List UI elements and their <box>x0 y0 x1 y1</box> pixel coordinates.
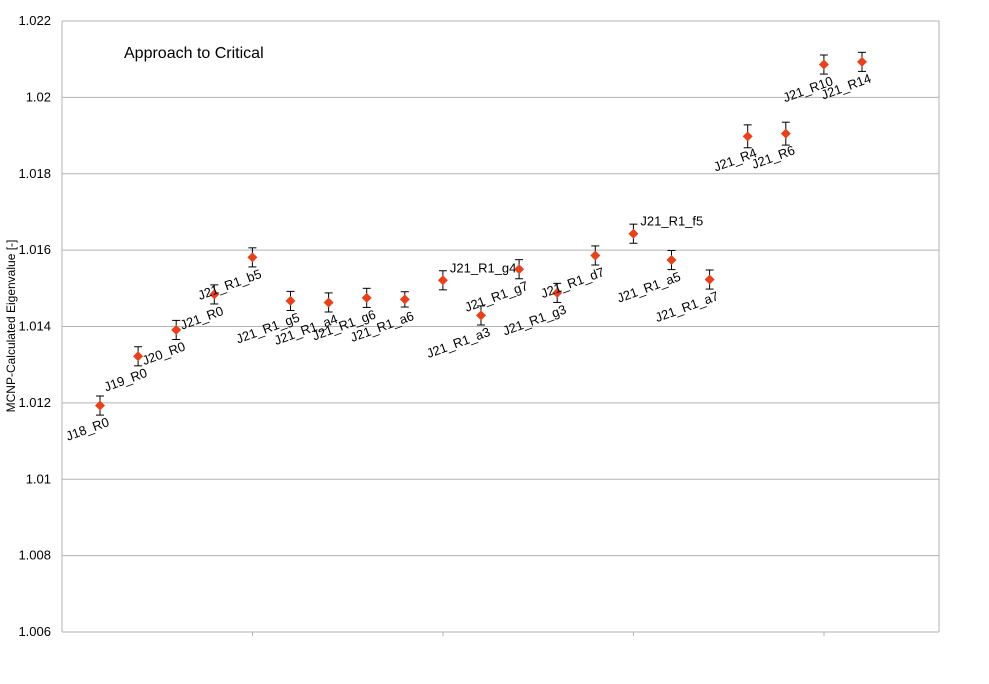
point-label: J20_R0 <box>140 339 187 368</box>
y-tick-label: 1.01 <box>26 471 51 486</box>
y-axis-label: MCNP-Calculated Eigenvalue [-] <box>4 240 18 413</box>
point-marker <box>247 252 258 263</box>
grid-layer <box>62 20 939 633</box>
point-marker <box>323 297 334 308</box>
data-point: J21_R1_g4 <box>437 260 517 291</box>
point-marker <box>780 128 791 139</box>
data-point: J21_R6 <box>750 121 797 172</box>
point-label: J19_R0 <box>102 365 149 394</box>
point-marker <box>209 289 220 300</box>
y-tick-label: 1.022 <box>18 13 51 28</box>
point-marker <box>437 275 448 286</box>
data-point: J21_R1_a5 <box>615 250 683 306</box>
point-marker <box>704 274 715 285</box>
y-tick-label: 1.014 <box>18 319 51 334</box>
point-label: J21_R1_a3 <box>424 324 492 361</box>
point-label: J18_R0 <box>64 414 111 443</box>
point-marker <box>285 295 296 306</box>
point-marker <box>171 324 182 335</box>
point-marker <box>628 228 639 239</box>
point-marker <box>590 250 601 261</box>
point-marker <box>476 310 486 321</box>
point-marker <box>399 294 410 305</box>
point-marker <box>857 56 867 67</box>
point-marker <box>361 292 372 303</box>
y-tick-label: 1.008 <box>18 548 51 563</box>
point-marker <box>95 400 105 411</box>
y-tick-label: 1.012 <box>18 395 51 410</box>
y-tick-label: 1.016 <box>18 242 51 257</box>
point-marker <box>133 351 144 362</box>
y-tick-label: 1.02 <box>26 89 51 104</box>
point-label: J21_R1_d7 <box>539 264 607 301</box>
y-tick-label: 1.006 <box>18 624 51 639</box>
point-label: J21_R6 <box>750 142 797 171</box>
data-point: J21_R1_f5 <box>628 214 703 244</box>
data-point: J21_R1_a3 <box>424 305 492 361</box>
point-marker <box>818 59 829 70</box>
axis-layer <box>61 21 940 636</box>
point-label: J21_R1_f5 <box>640 214 703 229</box>
y-tick-labels: 1.006 1.008 1.01 1.012 1.014 1.016 1.018 1.02 1.… <box>18 13 51 639</box>
point-label: J21_R1_g3 <box>501 302 569 339</box>
point-label: J21_R1_g7 <box>463 278 531 315</box>
data-point: J21_R1_d7 <box>539 245 607 301</box>
point-label: J21_R0 <box>178 303 225 332</box>
point-label: J21_R1_g4 <box>450 260 517 275</box>
point-label: J21_R1_a7 <box>653 288 721 325</box>
data-point: J21_R1_b5 <box>196 247 264 303</box>
point-marker <box>552 287 563 298</box>
point-marker <box>514 264 525 275</box>
point-marker <box>666 255 677 266</box>
y-tick-label: 1.018 <box>18 166 51 181</box>
point-marker <box>742 131 753 142</box>
data-point: J21_R4 <box>711 124 759 174</box>
data-point: J20_R0 <box>140 319 187 368</box>
point-label: J21_R1_b5 <box>196 266 264 303</box>
point-label: J21_R1_a5 <box>615 269 683 306</box>
chart-title: Approach to Critical <box>124 45 264 62</box>
